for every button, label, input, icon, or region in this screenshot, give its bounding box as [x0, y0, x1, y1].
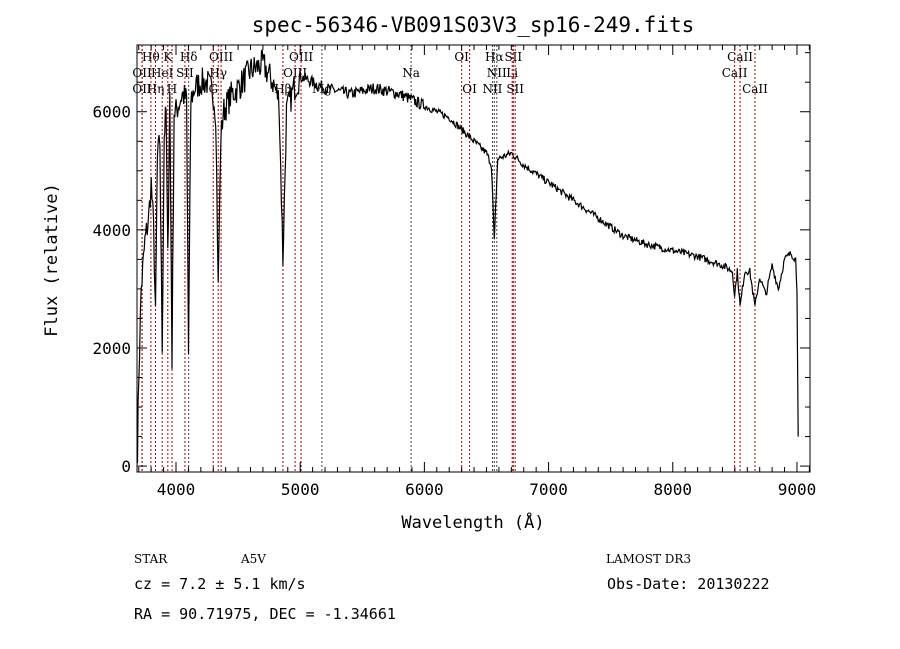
- line-label: Hα: [485, 50, 504, 64]
- line-label: CaII: [742, 82, 768, 96]
- spectrum-line: [136, 48, 799, 464]
- line-label: Hγ: [209, 66, 227, 80]
- survey-name: LAMOST DR3: [606, 552, 691, 566]
- y-tick-label: 4000: [92, 221, 131, 240]
- line-label: OI: [462, 82, 477, 96]
- y-tick-label: 0: [121, 457, 131, 476]
- line-label: SII: [506, 82, 524, 96]
- line-label: SII: [176, 66, 194, 80]
- line-label: SII: [504, 50, 522, 64]
- y-tick-label: 6000: [92, 103, 131, 122]
- y-tick-label: 2000: [92, 339, 131, 358]
- obs-date: Obs-Date: 20130222: [607, 575, 770, 593]
- line-label: Li: [506, 66, 518, 80]
- ra-dec: RA = 90.71975, DEC = -1.34661: [134, 605, 396, 623]
- line-label: OIII: [209, 50, 233, 64]
- line-label: OI: [454, 50, 469, 64]
- x-tick-label: 5000: [281, 480, 320, 499]
- x-tick-label: 9000: [778, 480, 817, 499]
- line-label: H: [167, 82, 177, 96]
- x-tick-label: 4000: [157, 480, 196, 499]
- object-subclass: A5V: [240, 552, 266, 566]
- line-label: NII: [487, 66, 507, 80]
- x-tick-label: 6000: [405, 480, 444, 499]
- x-tick-label: 8000: [654, 480, 693, 499]
- y-axis-label: Flux (relative): [42, 183, 62, 337]
- line-label: K: [163, 50, 173, 64]
- line-label: HeI: [151, 66, 174, 80]
- line-label: CaII: [722, 66, 748, 80]
- line-label: Hθ: [142, 50, 160, 64]
- line-label: G: [208, 82, 218, 96]
- chart-title: spec-56346-VB091S03V3_sp16-249.fits: [252, 13, 695, 37]
- line-label: CaII: [727, 50, 753, 64]
- x-axis-label: Wavelength (Å): [401, 511, 544, 533]
- object-class: STAR: [134, 552, 168, 566]
- redshift-cz: cz = 7.2 ± 5.1 km/s: [134, 575, 306, 593]
- line-label: OIII: [289, 50, 313, 64]
- plot-frame: [136, 44, 811, 473]
- line-label: Hδ: [180, 50, 198, 64]
- line-label: Hη: [147, 82, 165, 96]
- line-label: Na: [402, 66, 420, 80]
- line-label: NII: [482, 82, 502, 96]
- x-tick-label: 7000: [529, 480, 568, 499]
